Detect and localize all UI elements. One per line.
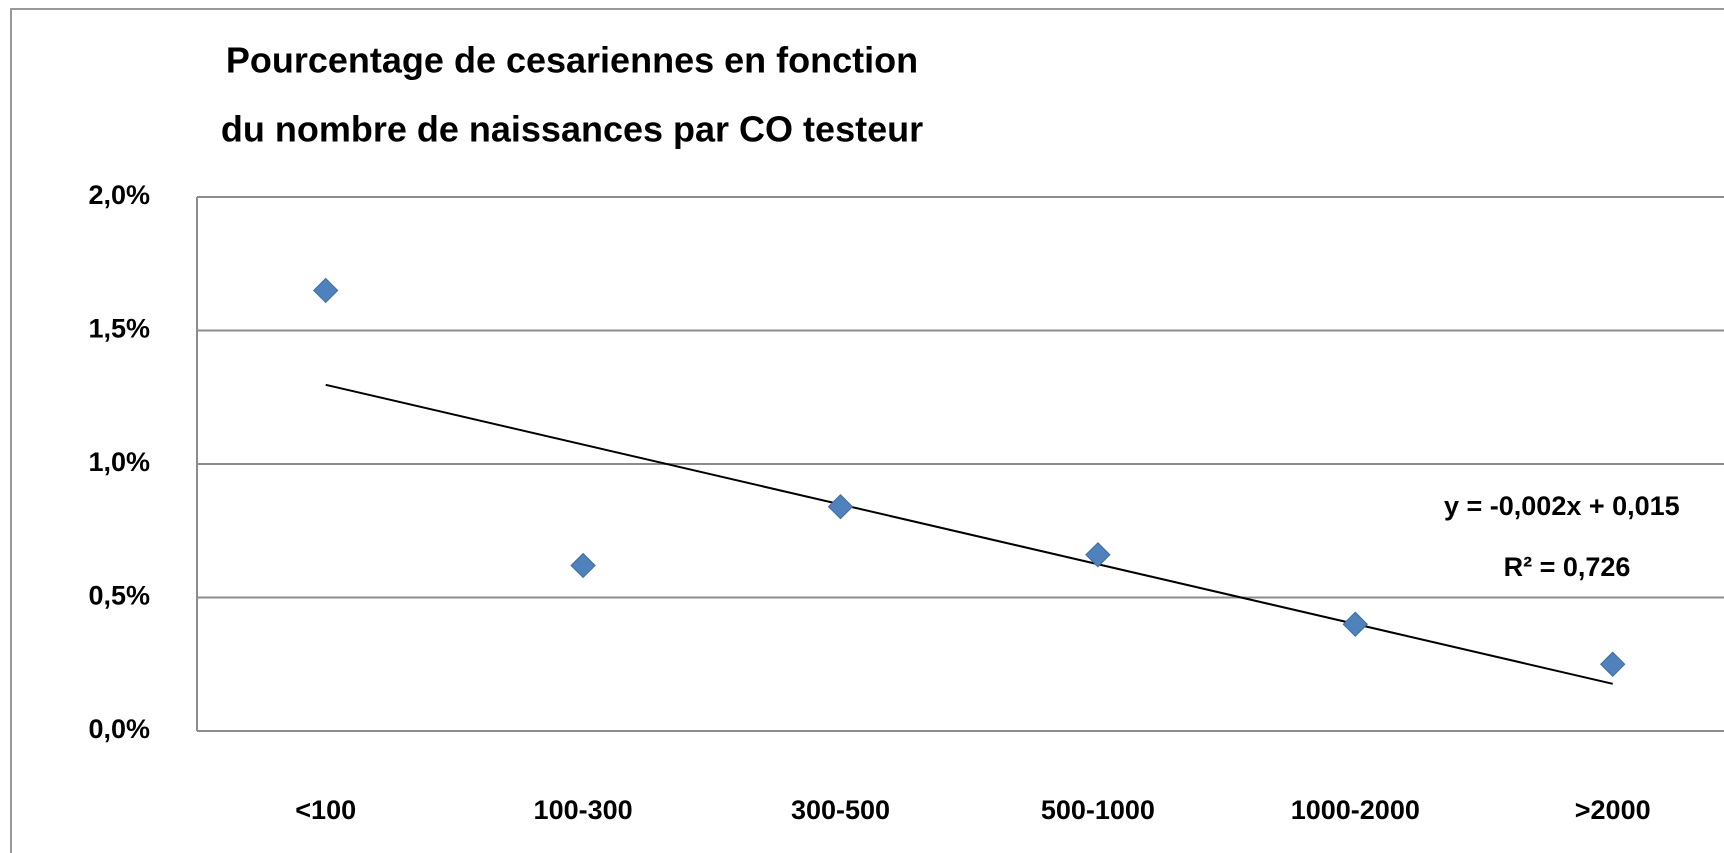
chart-title: Pourcentage de cesariennes en fonction xyxy=(226,40,918,81)
y-tick-label: 1,5% xyxy=(88,314,150,344)
trendline xyxy=(325,383,1613,685)
x-tick-label: 300-500 xyxy=(791,795,890,825)
x-tick-label: >2000 xyxy=(1575,795,1651,825)
x-tick-label: 1000-2000 xyxy=(1291,795,1420,825)
y-tick-label: 2,0% xyxy=(88,180,150,210)
marker xyxy=(1085,542,1111,568)
x-tick-label: <100 xyxy=(295,795,356,825)
x-tick-label: 500-1000 xyxy=(1041,795,1155,825)
chart-title: du nombre de naissances par CO testeur xyxy=(221,109,923,150)
y-tick-label: 0,5% xyxy=(88,581,150,611)
marker xyxy=(827,494,854,520)
marker xyxy=(1342,611,1369,637)
marker xyxy=(570,552,596,579)
frame xyxy=(10,8,1724,853)
trend-r2: R² = 0,726 xyxy=(1504,552,1631,582)
y-tick-label: 0,0% xyxy=(88,714,150,744)
x-tick-label: 100-300 xyxy=(534,795,633,825)
marker xyxy=(312,277,339,304)
y-tick-label: 1,0% xyxy=(88,447,150,477)
marker xyxy=(1599,651,1626,677)
trend-equation: y = -0,002x + 0,015 xyxy=(1444,491,1680,521)
